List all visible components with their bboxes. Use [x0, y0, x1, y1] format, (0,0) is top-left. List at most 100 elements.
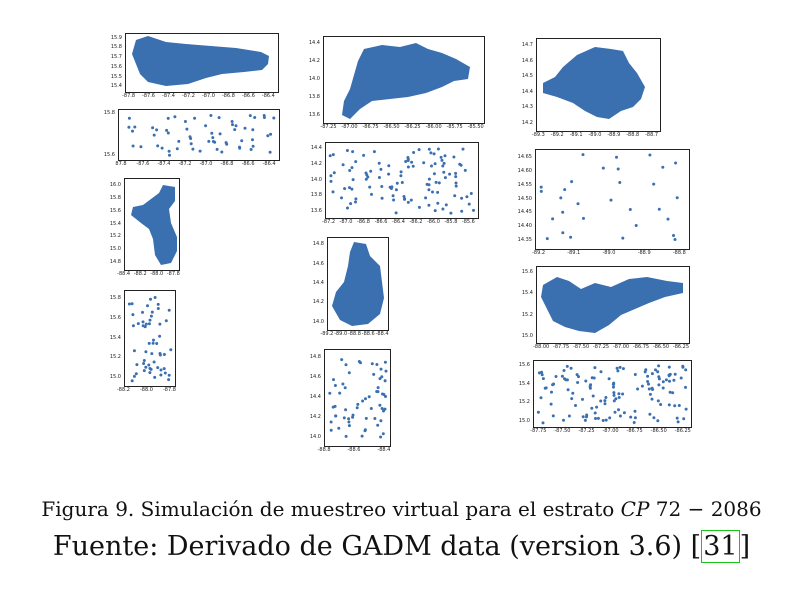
x-tick-label: -87.00 — [602, 428, 619, 434]
scatter-point — [622, 411, 626, 415]
scatter-point — [152, 360, 156, 364]
scatter-point — [160, 146, 164, 150]
scatter-point — [552, 382, 556, 386]
scatter-point — [383, 360, 387, 364]
scatter-point — [142, 369, 146, 373]
scatter-point — [380, 375, 384, 379]
scatter-point — [562, 418, 565, 422]
scatter-point — [668, 379, 671, 383]
x-tick-label: -87.0 — [339, 219, 353, 225]
scatter-point — [331, 190, 335, 194]
scatter-point — [377, 161, 381, 165]
scatter-point — [657, 383, 661, 387]
x-tick-label: -89.2 — [532, 250, 546, 256]
scatter-point — [217, 116, 221, 120]
plot-frame — [323, 36, 485, 124]
x-tick-label: -86.4 — [261, 93, 275, 99]
scatter-point — [647, 382, 650, 386]
scatter-point — [617, 392, 621, 396]
scatter-point — [661, 165, 665, 169]
x-tick-label: -88.7 — [645, 132, 659, 138]
scatter-point — [454, 171, 458, 175]
citation-link[interactable]: 31 — [701, 530, 740, 563]
scatter-point — [551, 217, 555, 221]
scatter-point — [608, 416, 612, 420]
x-tick-label: -87.2 — [182, 93, 195, 99]
x-tick-label: -87.0 — [201, 93, 215, 99]
scatter-point — [679, 376, 683, 380]
plot-frame — [536, 38, 661, 132]
scatter-point — [616, 369, 620, 373]
scatter-point — [337, 426, 341, 430]
scatter-point — [417, 148, 421, 152]
scatter-point — [355, 406, 359, 410]
scatter-point — [684, 407, 688, 411]
scatter-point — [158, 334, 162, 338]
scatter-point — [439, 155, 443, 159]
y-tick-label: 15.6 — [109, 314, 121, 321]
scatter-point — [561, 210, 565, 214]
x-tick-label: -86.2 — [409, 219, 423, 225]
scatter-point — [345, 149, 349, 152]
scatter-point — [593, 411, 597, 415]
x-tick-label: -88.6 — [347, 447, 361, 453]
y-tick-label: 14.50 — [517, 195, 532, 202]
scatter-point — [328, 154, 332, 158]
scatter-point — [599, 370, 603, 374]
scatter-point — [667, 403, 671, 407]
scatter-point — [347, 420, 351, 424]
scatter-point — [134, 372, 138, 376]
scatter-point — [146, 304, 149, 308]
scatter-point — [454, 175, 458, 179]
scatter-point — [387, 172, 391, 176]
scatter-point — [432, 172, 436, 176]
scatter-point — [448, 172, 452, 176]
y-tick-label: 14.6 — [521, 57, 533, 64]
y-tick-label: 14.2 — [312, 299, 324, 306]
scatter-point — [410, 160, 414, 164]
scatter-point — [167, 149, 171, 153]
scatter-point — [148, 318, 152, 322]
scatter-point — [233, 128, 237, 132]
scatter-point — [364, 177, 368, 181]
y-tick-label: 15.0 — [518, 417, 530, 424]
scatter-point — [360, 434, 364, 438]
scatter-point — [248, 114, 252, 118]
scatter-point — [443, 154, 447, 158]
x-tick-label: -87.25 — [578, 428, 595, 434]
scatter-point — [651, 388, 655, 391]
scatter-point — [590, 376, 594, 380]
x-tick-label: -87.00 — [612, 344, 630, 350]
scatter-point — [185, 127, 189, 131]
x-tick-label: -86.75 — [362, 124, 379, 130]
scatter-point — [564, 378, 568, 382]
scatter-point — [551, 414, 555, 418]
scatter-point — [379, 435, 383, 439]
scatter-point — [351, 178, 355, 182]
scatter-point — [449, 211, 453, 215]
scatter-point — [376, 386, 380, 390]
scatter-point — [354, 160, 358, 164]
scatter-point — [594, 417, 597, 420]
scatter-point — [150, 310, 154, 314]
figure-caption: Figura 9. Simulación de muestreo virtual… — [0, 497, 803, 521]
x-tick-label: -86.25 — [674, 428, 691, 434]
scatter-point — [621, 392, 625, 396]
scatter-point — [155, 342, 159, 345]
scatter-point — [657, 364, 661, 368]
x-tick-label: -88.8 — [626, 132, 640, 138]
scatter-point — [328, 391, 332, 395]
scatter-point — [603, 399, 607, 403]
y-tick-label: 14.60 — [517, 167, 532, 174]
scatter-point — [149, 297, 152, 301]
scatter-point — [152, 338, 155, 342]
scatter-point — [359, 361, 362, 365]
scatter-point — [165, 128, 169, 132]
scatter-point — [379, 167, 383, 171]
scatter-point — [142, 362, 146, 365]
scatter-point — [147, 363, 151, 367]
x-tick-label: -87.4 — [162, 93, 175, 99]
scatter-point — [409, 198, 413, 202]
scatter-point — [632, 421, 636, 424]
scatter-point — [607, 377, 611, 381]
